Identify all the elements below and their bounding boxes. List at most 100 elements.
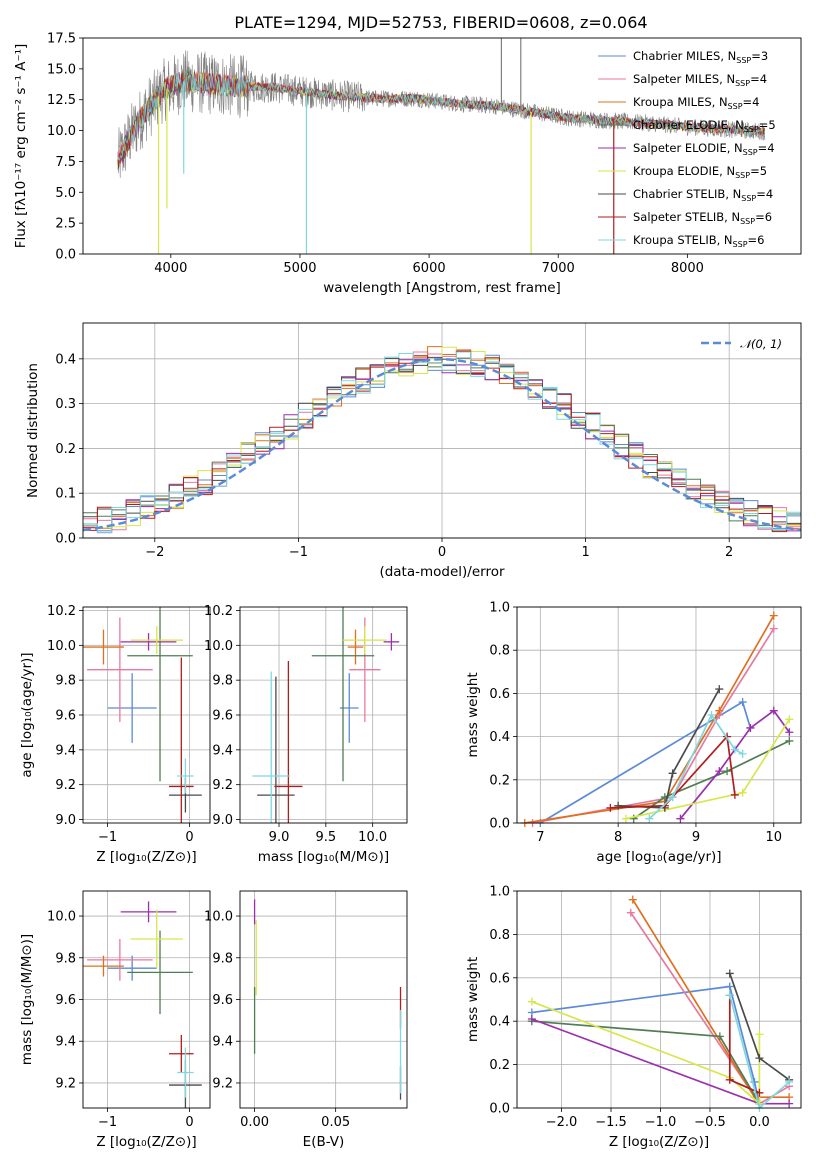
- legend-subscript: SSP: [735, 79, 750, 88]
- y-tick-label: 9.6: [212, 993, 233, 1008]
- mass-weight-marker: [785, 1077, 794, 1086]
- mass-weight-marker: [676, 814, 685, 823]
- y-tick-label: 2.5: [55, 217, 76, 232]
- mass-weight-marker: [668, 793, 677, 802]
- x-tick-label: −1.0: [645, 1115, 677, 1130]
- x-tick-label: 1: [581, 545, 589, 560]
- errorbar-data: [83, 607, 202, 823]
- legend-label: Salpeter STELIB, NSSP=6: [633, 210, 772, 226]
- x-tick-label: 9: [692, 830, 700, 845]
- y-tick-label: 9.8: [55, 674, 76, 689]
- legend-count: =5: [750, 164, 767, 178]
- x-axis-label: Z [log₁₀(Z/Z⊙)]: [96, 1134, 196, 1150]
- y-tick-label: 10.2: [204, 604, 233, 619]
- mass-weight-marker: [715, 706, 724, 715]
- x-tick-label: −0.5: [694, 1115, 726, 1130]
- x-tick-label: 8000: [671, 261, 704, 276]
- x-axis-label: (data-model)/error: [379, 564, 505, 580]
- y-tick-label: 9.4: [55, 1035, 76, 1050]
- mass-weight-marker: [785, 1099, 794, 1108]
- legend-subscript: SSP: [736, 56, 751, 65]
- legend-subscript: SSP: [733, 240, 748, 249]
- y-tick-label: 9.4: [212, 743, 233, 758]
- mass-weight-marker: [785, 728, 794, 737]
- y-axis-label: mass weight: [465, 672, 481, 757]
- mass-weight-marker: [785, 736, 794, 745]
- legend-label: Kroupa STELIB, NSSP=6: [633, 233, 764, 249]
- y-tick-label: 15.0: [47, 62, 76, 77]
- errorbar-data: [83, 901, 202, 1108]
- legend-count: =4: [743, 95, 760, 109]
- age-vs-Z-panel: −1 0 9.0 9.2 9.4 9.6 9.8 10.0 10.2 Z [log₁₀(Z/Z⊙)…: [19, 604, 211, 865]
- x-tick-label: 0: [185, 1115, 193, 1130]
- axes-frame: [82, 890, 211, 1109]
- y-tick-label: 9.8: [55, 951, 76, 966]
- legend-count: =4: [756, 187, 773, 201]
- legend-subscript: SSP: [728, 102, 743, 111]
- y-tick-label: 0.4: [55, 352, 76, 367]
- mass-vs-ebv-panel: 0.00 0.05 9.2 9.4 9.6 9.8 10.0 E(B-V): [204, 890, 408, 1150]
- x-tick-label: −2.0: [546, 1115, 578, 1130]
- axes-frame: [82, 37, 802, 255]
- y-tick-label: 0.0: [489, 817, 510, 832]
- y-axis-label: Normed distribution: [25, 363, 41, 498]
- y-tick-label: 9.2: [55, 778, 76, 793]
- mass-weight-marker: [606, 803, 615, 812]
- legend-count: =6: [748, 233, 765, 247]
- mass-weight-marker: [626, 908, 635, 917]
- mass-weight-line: [532, 628, 775, 824]
- x-tick-label: 0: [438, 545, 446, 560]
- y-tick-label: 9.0: [55, 813, 76, 828]
- y-tick-label: 1.0: [489, 601, 510, 616]
- mass-weight-marker: [715, 767, 724, 776]
- x-tick-label: 2: [725, 545, 733, 560]
- mass-weight-line: [531, 1000, 761, 1106]
- x-tick-label: 6000: [413, 261, 446, 276]
- y-tick-label: 0.4: [489, 1015, 510, 1030]
- axes-frame: [516, 606, 802, 824]
- x-tick-label: −2: [145, 545, 164, 560]
- y-tick-label: 0.8: [489, 644, 510, 659]
- mass-weight-marker: [707, 711, 716, 719]
- mass-weight-marker: [668, 769, 677, 778]
- mass-weight-marker: [645, 814, 654, 823]
- errorbar-data: [253, 899, 402, 1100]
- x-tick-label: 9.5: [315, 830, 336, 845]
- legend-count: =5: [759, 118, 776, 132]
- mass-weight-line: [610, 734, 736, 809]
- errorbar-data: [252, 607, 400, 823]
- legend-label: Salpeter MILES, NSSP=4: [633, 72, 767, 88]
- mass-weight-marker: [738, 749, 747, 758]
- legend-subscript: SSP: [741, 194, 756, 203]
- mass-weight-marker: [723, 767, 732, 776]
- y-tick-label: 9.8: [212, 674, 233, 689]
- x-axis-label: E(B-V): [303, 1134, 345, 1150]
- x-tick-label: 10: [765, 830, 782, 845]
- x-tick-label: 7000: [542, 261, 575, 276]
- x-tick-label: −1.5: [595, 1115, 627, 1130]
- legend-subscript: SSP: [744, 125, 759, 134]
- legend-label: 𝒩(0, 1): [740, 337, 782, 351]
- mass-weight-marker: [755, 1030, 764, 1039]
- y-tick-label: 0.2: [489, 1058, 510, 1073]
- histogram-step-line: [83, 356, 801, 524]
- y-tick-label: 10.2: [47, 604, 76, 619]
- y-tick-label: 0.6: [489, 971, 510, 986]
- y-tick-label: 9.4: [55, 743, 76, 758]
- x-axis-label: wavelength [Angstrom, rest frame]: [323, 280, 561, 296]
- mass-weight-marker: [527, 997, 536, 1006]
- y-tick-label: 0.0: [55, 248, 76, 263]
- x-tick-label: 4000: [154, 261, 187, 276]
- legend-label: Chabrier STELIB, NSSP=4: [633, 187, 773, 203]
- y-tick-label: 10.0: [47, 124, 76, 139]
- legend-subscript: SSP: [735, 171, 750, 180]
- mass-weight-marker: [769, 706, 778, 715]
- histogram-step-line: [83, 351, 801, 533]
- x-tick-label: 10.0: [358, 830, 387, 845]
- legend-label: Chabrier ELODIE, NSSP=5: [633, 118, 776, 134]
- normal-distribution-curve: [83, 358, 801, 532]
- mass-weight-marker: [769, 611, 778, 620]
- y-tick-label: 9.0: [212, 813, 233, 828]
- age-vs-mass-panel: 9.0 9.5 10.0 9.0 9.2 9.4 9.6 9.8 10.0 10.2 mass [l…: [204, 604, 408, 865]
- mass-weight-marker: [715, 1032, 724, 1041]
